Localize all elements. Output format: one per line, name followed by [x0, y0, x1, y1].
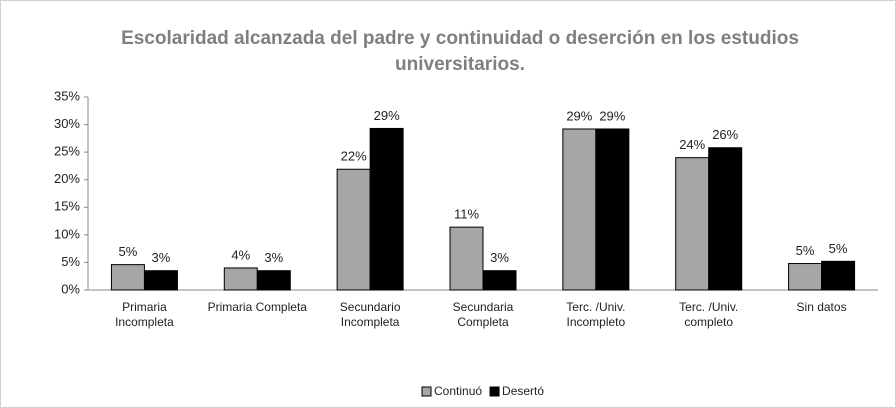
x-tick-label: Primaria Completa — [207, 300, 307, 314]
bar — [788, 263, 823, 291]
y-tick-label: 10% — [54, 226, 80, 241]
legend-swatch — [421, 386, 432, 397]
bar — [482, 270, 517, 291]
bar — [562, 128, 597, 291]
data-label: 4% — [231, 247, 250, 262]
y-tick-label: 35% — [54, 88, 80, 103]
bar — [449, 226, 484, 291]
x-tick-label: Terc. /Univ. Incompleto — [566, 300, 626, 329]
bar — [223, 267, 258, 291]
y-tick-label: 30% — [54, 116, 80, 131]
y-tick-label: 5% — [61, 254, 80, 269]
data-label: 11% — [454, 207, 479, 222]
y-tick-label: 15% — [54, 199, 80, 214]
legend-label: Continuó — [434, 384, 482, 398]
x-tick-label: Primaria Incompleta — [115, 300, 174, 329]
bar — [143, 270, 178, 291]
data-label: 3% — [264, 250, 283, 265]
x-tick-label: Terc. /Univ. completo — [679, 300, 739, 329]
data-label: 26% — [712, 127, 738, 142]
data-label: 3% — [152, 250, 171, 265]
data-label: 24% — [679, 137, 705, 152]
data-label: 5% — [829, 241, 848, 256]
x-tick-label: Secundaria Completa — [452, 300, 514, 329]
data-label: 29% — [374, 108, 400, 123]
bar — [675, 157, 710, 291]
x-tick-label: Sin datos — [796, 300, 847, 314]
bar — [821, 260, 856, 291]
y-tick-label: 0% — [61, 281, 80, 296]
y-tick-label: 25% — [54, 144, 80, 159]
bar — [336, 168, 371, 291]
data-label: 5% — [119, 244, 138, 259]
chart-title: Escolaridad alcanzada del padre y contin… — [121, 28, 799, 75]
bar — [110, 264, 145, 291]
bar — [708, 147, 743, 291]
x-tick-label: Secundario Incompleta — [339, 300, 401, 329]
legend-label: Desertó — [502, 384, 544, 398]
bar — [256, 270, 291, 291]
data-label: 29% — [566, 108, 592, 123]
bar — [595, 128, 630, 291]
data-label: 29% — [599, 108, 625, 123]
y-tick-label: 20% — [54, 171, 80, 186]
data-label: 22% — [341, 149, 367, 164]
data-label: 3% — [490, 250, 509, 265]
legend-swatch — [489, 386, 500, 397]
data-label: 5% — [796, 243, 815, 258]
bar — [369, 127, 404, 291]
